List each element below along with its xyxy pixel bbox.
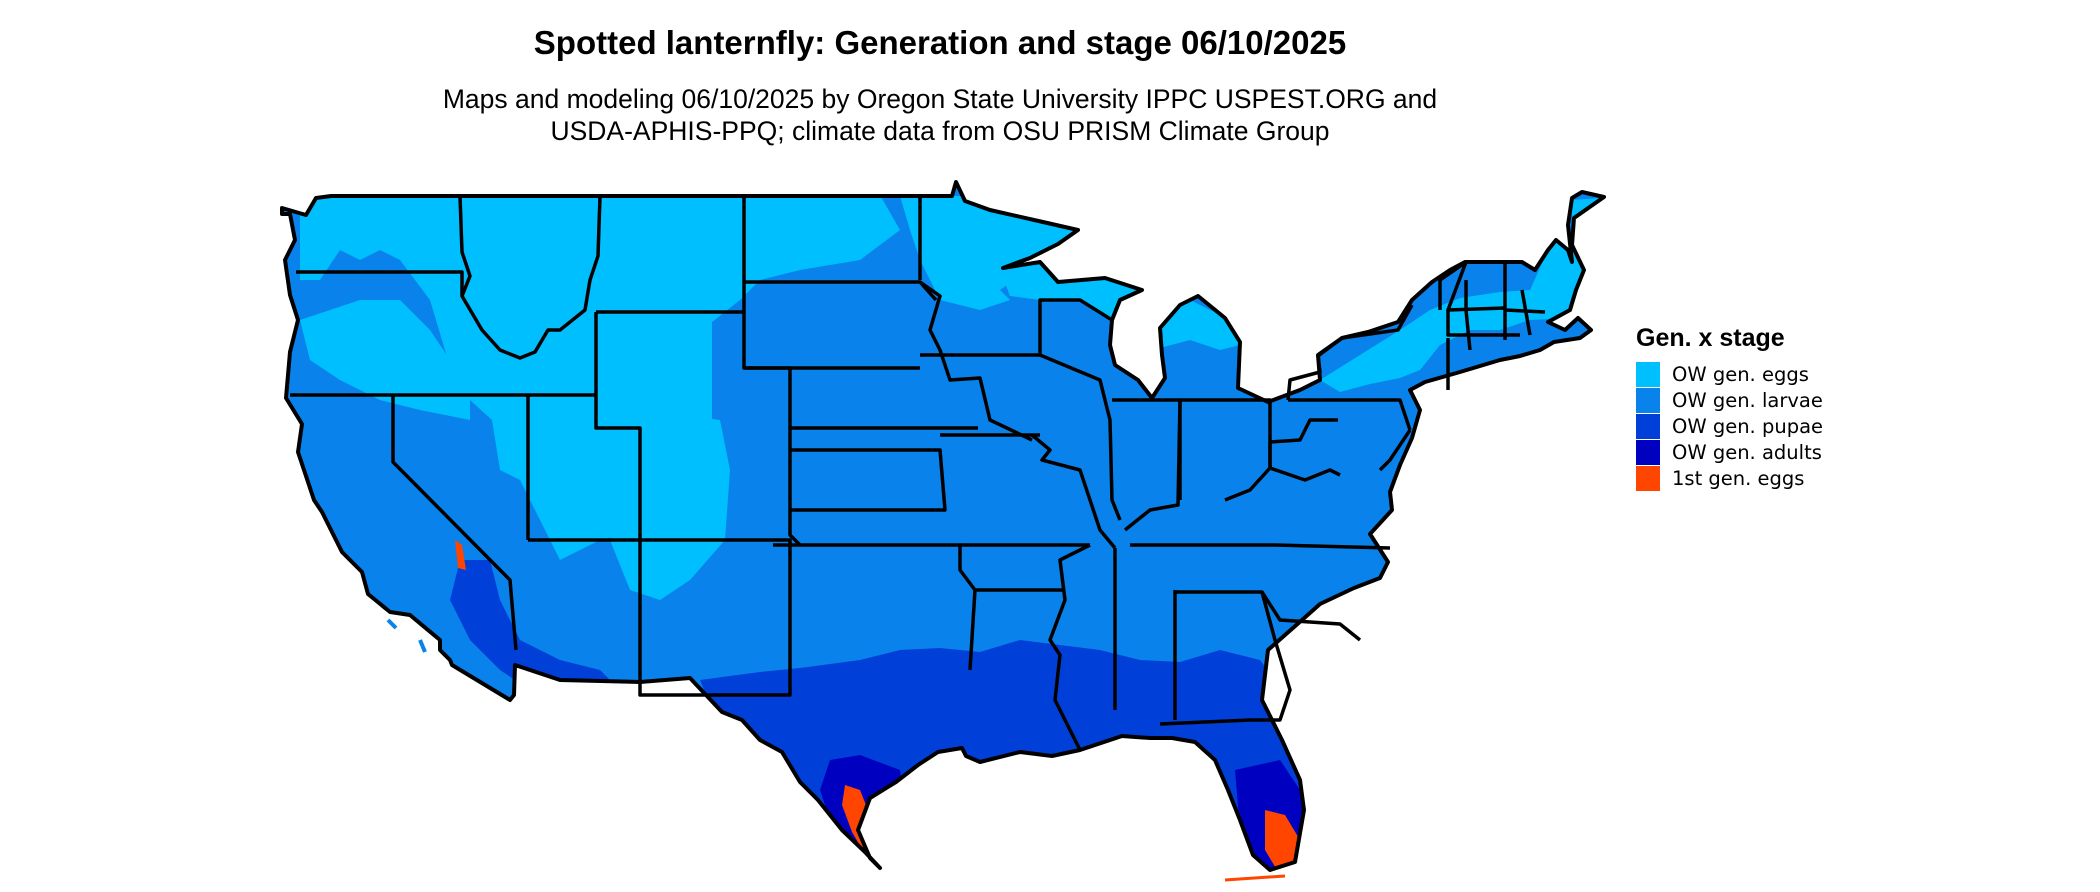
legend-swatch <box>1636 465 1660 491</box>
legend-item-ow-eggs: OW gen. eggs <box>1636 361 1823 387</box>
legend-item-ow-adults: OW gen. adults <box>1636 439 1823 465</box>
legend-item-first-gen-eggs: 1st gen. eggs <box>1636 465 1823 491</box>
legend-swatch <box>1636 387 1660 413</box>
legend-item-ow-larvae: OW gen. larvae <box>1636 387 1823 413</box>
pupae-region-south-carolina <box>1280 630 1360 670</box>
eggs-region-north-plains <box>755 195 900 280</box>
legend-title: Gen. x stage <box>1636 324 1785 352</box>
map-subtitle: Maps and modeling 06/10/2025 by Oregon S… <box>0 83 1880 147</box>
legend-label: OW gen. pupae <box>1672 414 1824 438</box>
channel-islands <box>386 618 398 630</box>
map-title: Spotted lanternfly: Generation and stage… <box>533 24 1347 61</box>
legend-label: OW gen. adults <box>1672 440 1822 464</box>
subtitle-line-1: Maps and modeling 06/10/2025 by Oregon S… <box>442 84 1438 114</box>
map-legend: Gen. x stage OW gen. eggs OW gen. larvae… <box>1636 324 1823 491</box>
legend-item-ow-pupae: OW gen. pupae <box>1636 413 1823 439</box>
pupae-region-southwest <box>450 560 620 700</box>
eggs-region-northeast <box>1320 198 1600 392</box>
florida-keys <box>1224 874 1286 882</box>
first-gen-eggs-death-valley <box>455 540 466 570</box>
legend-label: 1st gen. eggs <box>1672 466 1805 490</box>
legend-label: OW gen. eggs <box>1672 362 1809 386</box>
eggs-region-minnesota <box>900 196 1080 310</box>
pupae-region-south <box>700 640 1320 870</box>
legend-label: OW gen. larvae <box>1672 388 1823 412</box>
legend-swatch <box>1636 439 1660 465</box>
channel-islands-2 <box>418 639 427 653</box>
legend-swatch <box>1636 361 1660 387</box>
legend-swatch <box>1636 413 1660 439</box>
eggs-region-rockies <box>600 410 730 600</box>
subtitle-line-2: USDA-APHIS-PPQ; climate data from OSU PR… <box>550 116 1330 146</box>
eggs-region-california-mountains <box>300 300 470 420</box>
first-gen-eggs-florida <box>1265 810 1300 870</box>
